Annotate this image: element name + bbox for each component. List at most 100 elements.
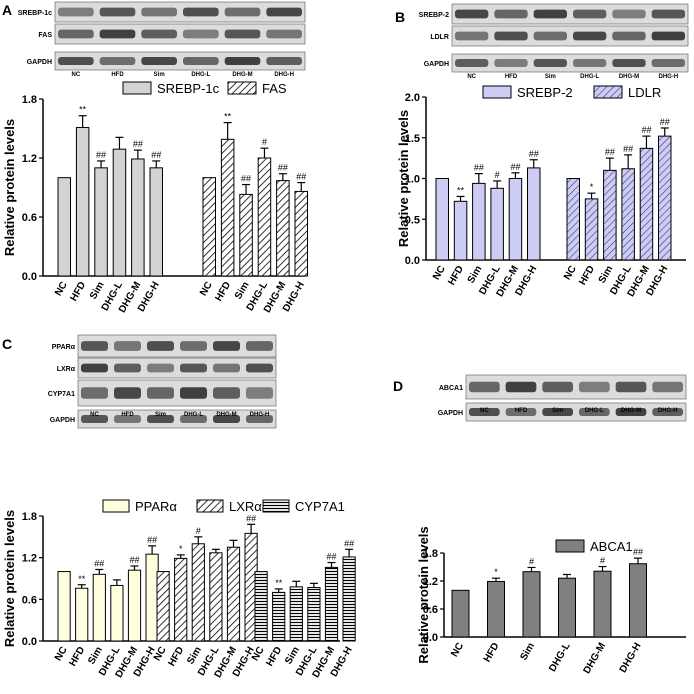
blot-band bbox=[651, 59, 685, 67]
blot-band bbox=[147, 341, 174, 351]
blot-band bbox=[147, 363, 174, 373]
y-tick-label: 0.0 bbox=[22, 271, 37, 283]
x-tick-label: NC bbox=[53, 645, 70, 663]
blot-band bbox=[266, 29, 302, 39]
blot-band bbox=[266, 7, 302, 17]
x-tick-label: HFD bbox=[67, 645, 87, 668]
significance-mark: ## bbox=[133, 139, 143, 149]
significance-mark: ## bbox=[660, 117, 670, 127]
significance-mark: * bbox=[494, 567, 498, 577]
blot-band bbox=[266, 57, 302, 65]
significance-mark: ## bbox=[278, 163, 288, 173]
x-tick-label: Sim bbox=[88, 280, 107, 301]
bar bbox=[566, 178, 580, 261]
blot-band bbox=[183, 57, 219, 65]
blot-label: GAPDH bbox=[438, 410, 463, 417]
bar bbox=[435, 178, 449, 261]
blot-band bbox=[213, 415, 240, 423]
panel-label: A bbox=[2, 2, 12, 18]
bar bbox=[307, 587, 321, 642]
bar bbox=[490, 187, 504, 261]
legend-swatch bbox=[122, 81, 152, 95]
significance-mark: ## bbox=[246, 513, 256, 523]
bar bbox=[75, 127, 90, 277]
legend-label: PPARα bbox=[135, 499, 177, 514]
blot-band bbox=[114, 415, 141, 423]
blot-band bbox=[58, 7, 94, 17]
blot-band bbox=[114, 387, 141, 399]
blot-band bbox=[542, 408, 573, 416]
x-tick-label: DHG-H bbox=[618, 641, 644, 675]
blot-label: LDLR bbox=[430, 34, 449, 41]
x-tick-label: Sim bbox=[233, 280, 252, 301]
significance-mark: ## bbox=[605, 147, 615, 157]
bar bbox=[57, 177, 71, 277]
blot-lane-label: DHG-L bbox=[580, 74, 599, 80]
y-axis-label: Relative protein levels bbox=[416, 526, 431, 663]
blot-band bbox=[224, 29, 261, 39]
x-tick-label: NC bbox=[198, 280, 215, 298]
significance-mark: ## bbox=[241, 174, 251, 184]
bar bbox=[522, 571, 541, 638]
bar bbox=[94, 167, 108, 277]
blot-band bbox=[651, 31, 685, 41]
blot-label: SREBP-2 bbox=[419, 12, 449, 19]
significance-mark: ## bbox=[96, 150, 106, 160]
blot-band bbox=[505, 381, 537, 393]
significance-mark: # bbox=[600, 556, 605, 566]
bar bbox=[621, 168, 635, 261]
significance-mark: ** bbox=[457, 185, 465, 195]
legend-label: SREBP-2 bbox=[517, 85, 573, 100]
x-tick-label: NC bbox=[449, 641, 466, 659]
bar bbox=[239, 193, 253, 277]
significance-mark: ** bbox=[275, 578, 283, 588]
blot-band bbox=[469, 408, 500, 416]
bar bbox=[593, 570, 612, 638]
bar bbox=[254, 571, 268, 642]
blot-band bbox=[213, 387, 240, 399]
panel-label: C bbox=[2, 336, 12, 352]
blot-band bbox=[573, 59, 607, 67]
significance-mark: ## bbox=[147, 535, 157, 545]
significance-mark: ## bbox=[151, 150, 161, 160]
bar bbox=[131, 158, 145, 277]
blot-lane-label: Sim bbox=[545, 74, 556, 80]
y-tick-label: 2.0 bbox=[405, 92, 420, 104]
y-axis-label: Relative protein levels bbox=[2, 119, 17, 256]
legend-swatch bbox=[227, 81, 257, 95]
legend-swatch bbox=[262, 499, 290, 513]
legend-swatch bbox=[196, 499, 224, 513]
blot-lane-label: Sim bbox=[154, 72, 165, 78]
bar bbox=[584, 198, 599, 261]
blot-band bbox=[147, 387, 174, 399]
significance-mark: ## bbox=[474, 163, 484, 173]
bar bbox=[639, 147, 654, 261]
bar bbox=[603, 169, 617, 261]
blot-band bbox=[246, 363, 273, 373]
panel-label: D bbox=[393, 378, 403, 394]
blot-lane-label: DHG-H bbox=[250, 412, 270, 418]
bar bbox=[92, 573, 106, 642]
blot-strip bbox=[451, 25, 689, 47]
y-tick-label: 1.5 bbox=[405, 133, 420, 145]
blot-band bbox=[213, 363, 240, 373]
bar bbox=[527, 167, 541, 261]
significance-mark: ## bbox=[129, 555, 139, 565]
x-tick-label: NC bbox=[562, 264, 579, 282]
blot-band bbox=[99, 7, 136, 17]
legend-label: ABCA1 bbox=[590, 539, 633, 554]
blot-band bbox=[180, 341, 207, 351]
blot-strip bbox=[465, 402, 687, 422]
x-tick-label: HFD bbox=[482, 641, 502, 664]
y-tick-label: 1.2 bbox=[22, 553, 37, 565]
blot-lane-label: DHG-H bbox=[658, 408, 678, 414]
bar bbox=[110, 584, 124, 642]
blot-band bbox=[183, 29, 219, 39]
blot-label: FAS bbox=[38, 32, 52, 39]
blot-band bbox=[141, 7, 177, 17]
blot-strip bbox=[451, 53, 689, 73]
significance-mark: # bbox=[495, 170, 500, 180]
blot-lane-label: DHG-L bbox=[585, 408, 604, 414]
